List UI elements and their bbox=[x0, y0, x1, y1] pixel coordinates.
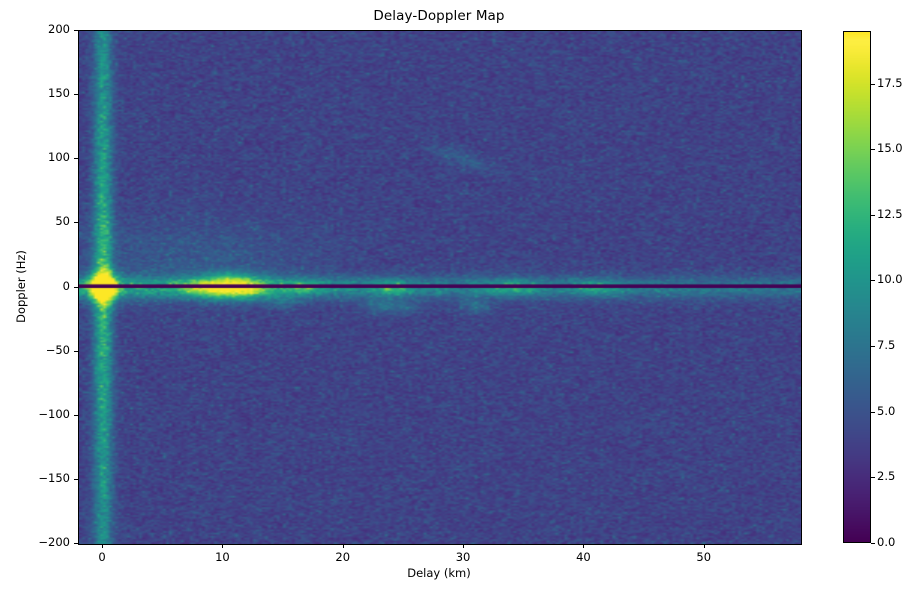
colorbar-tick-mark bbox=[871, 84, 875, 85]
x-tick-mark bbox=[704, 544, 705, 548]
y-tick-mark bbox=[74, 30, 78, 31]
colorbar-tick-label: 5.0 bbox=[877, 403, 896, 418]
x-tick-mark bbox=[463, 544, 464, 548]
x-tick-mark bbox=[102, 544, 103, 548]
colorbar-tick-label: 12.5 bbox=[877, 206, 903, 221]
colorbar-tick-label: 17.5 bbox=[877, 75, 903, 90]
colorbar-tick-label: 2.5 bbox=[877, 469, 896, 484]
y-tick-mark bbox=[74, 479, 78, 480]
colorbar-tick-mark bbox=[871, 280, 875, 281]
x-tick-label: 50 bbox=[696, 550, 712, 564]
colorbar-tick-mark bbox=[871, 543, 875, 544]
y-tick-label: 100 bbox=[48, 150, 70, 165]
y-tick-mark bbox=[74, 222, 78, 223]
y-tick-label: −150 bbox=[38, 470, 70, 485]
y-tick-mark bbox=[74, 415, 78, 416]
y-axis-label: Doppler (Hz) bbox=[14, 250, 28, 323]
x-tick-label: 10 bbox=[215, 550, 230, 564]
colorbar[interactable] bbox=[843, 31, 871, 543]
y-tick-label: 50 bbox=[55, 214, 70, 229]
colorbar-tick-mark bbox=[871, 477, 875, 478]
page-title: Delay-Doppler Map bbox=[373, 8, 505, 24]
y-tick-mark bbox=[74, 351, 78, 352]
y-tick-label: 200 bbox=[48, 22, 70, 36]
y-tick-label: −50 bbox=[45, 342, 70, 357]
colorbar-gradient bbox=[843, 31, 871, 543]
colorbar-tick-mark bbox=[871, 346, 875, 347]
y-tick-mark bbox=[74, 287, 78, 288]
x-tick-label: 40 bbox=[576, 550, 591, 564]
x-tick-label: 30 bbox=[455, 550, 471, 564]
heatmap-image bbox=[79, 31, 801, 544]
y-tick-label: −200 bbox=[38, 535, 70, 549]
colorbar-tick-label: 10.0 bbox=[877, 272, 903, 287]
x-tick-label: 20 bbox=[335, 550, 351, 564]
x-tick-label: 0 bbox=[98, 550, 106, 564]
x-tick-mark bbox=[583, 544, 584, 548]
colorbar-tick-label: 15.0 bbox=[877, 141, 903, 156]
colorbar-tick-label: 0.0 bbox=[877, 535, 896, 549]
y-tick-mark bbox=[74, 94, 78, 95]
colorbar-tick-label: 7.5 bbox=[877, 338, 896, 353]
x-axis-label: Delay (km) bbox=[407, 566, 471, 580]
y-tick-mark bbox=[74, 158, 78, 159]
x-tick-mark bbox=[343, 544, 344, 548]
colorbar-tick-mark bbox=[871, 412, 875, 413]
colorbar-tick-mark bbox=[871, 149, 875, 150]
y-tick-label: −100 bbox=[38, 406, 70, 421]
delay-doppler-heatmap[interactable] bbox=[78, 30, 802, 545]
y-tick-mark bbox=[74, 543, 78, 544]
x-tick-mark bbox=[222, 544, 223, 548]
colorbar-tick-mark bbox=[871, 215, 875, 216]
y-tick-label: 150 bbox=[48, 86, 70, 101]
y-tick-label: 0 bbox=[62, 278, 70, 293]
